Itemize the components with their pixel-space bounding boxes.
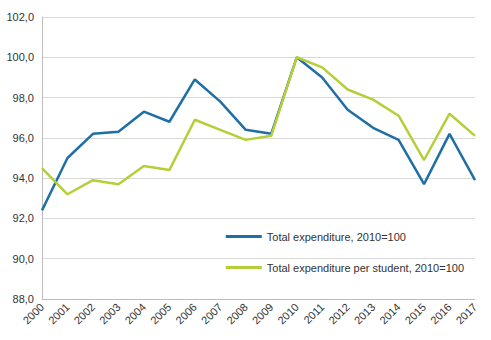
svg-text:2007: 2007 [199,301,225,327]
svg-text:2010: 2010 [275,301,301,327]
svg-text:2002: 2002 [71,301,97,327]
svg-text:98,0: 98,0 [13,92,34,104]
svg-text:2000: 2000 [20,301,46,327]
svg-text:2012: 2012 [326,301,352,327]
svg-text:92,0: 92,0 [13,212,34,224]
svg-text:2017: 2017 [453,301,479,327]
svg-text:90,0: 90,0 [13,253,34,265]
svg-text:88,0: 88,0 [13,293,34,305]
svg-text:2008: 2008 [224,301,250,327]
svg-text:2001: 2001 [46,301,72,327]
svg-text:2004: 2004 [122,301,148,327]
svg-text:2011: 2011 [301,301,326,326]
svg-text:100,0: 100,0 [6,51,34,63]
svg-text:2009: 2009 [250,301,276,327]
svg-text:Total expenditure per student,: Total expenditure per student, 2010=100 [267,262,464,274]
svg-text:94,0: 94,0 [13,172,34,184]
svg-text:2015: 2015 [403,301,429,327]
svg-text:96,0: 96,0 [13,132,34,144]
svg-text:2005: 2005 [148,301,174,327]
svg-text:102,0: 102,0 [6,11,34,23]
svg-text:2013: 2013 [352,301,378,327]
svg-text:2014: 2014 [377,301,403,327]
svg-text:Total expenditure, 2010=100: Total expenditure, 2010=100 [267,231,406,243]
svg-text:2006: 2006 [173,301,199,327]
svg-text:2016: 2016 [428,301,454,327]
svg-text:2003: 2003 [97,301,123,327]
